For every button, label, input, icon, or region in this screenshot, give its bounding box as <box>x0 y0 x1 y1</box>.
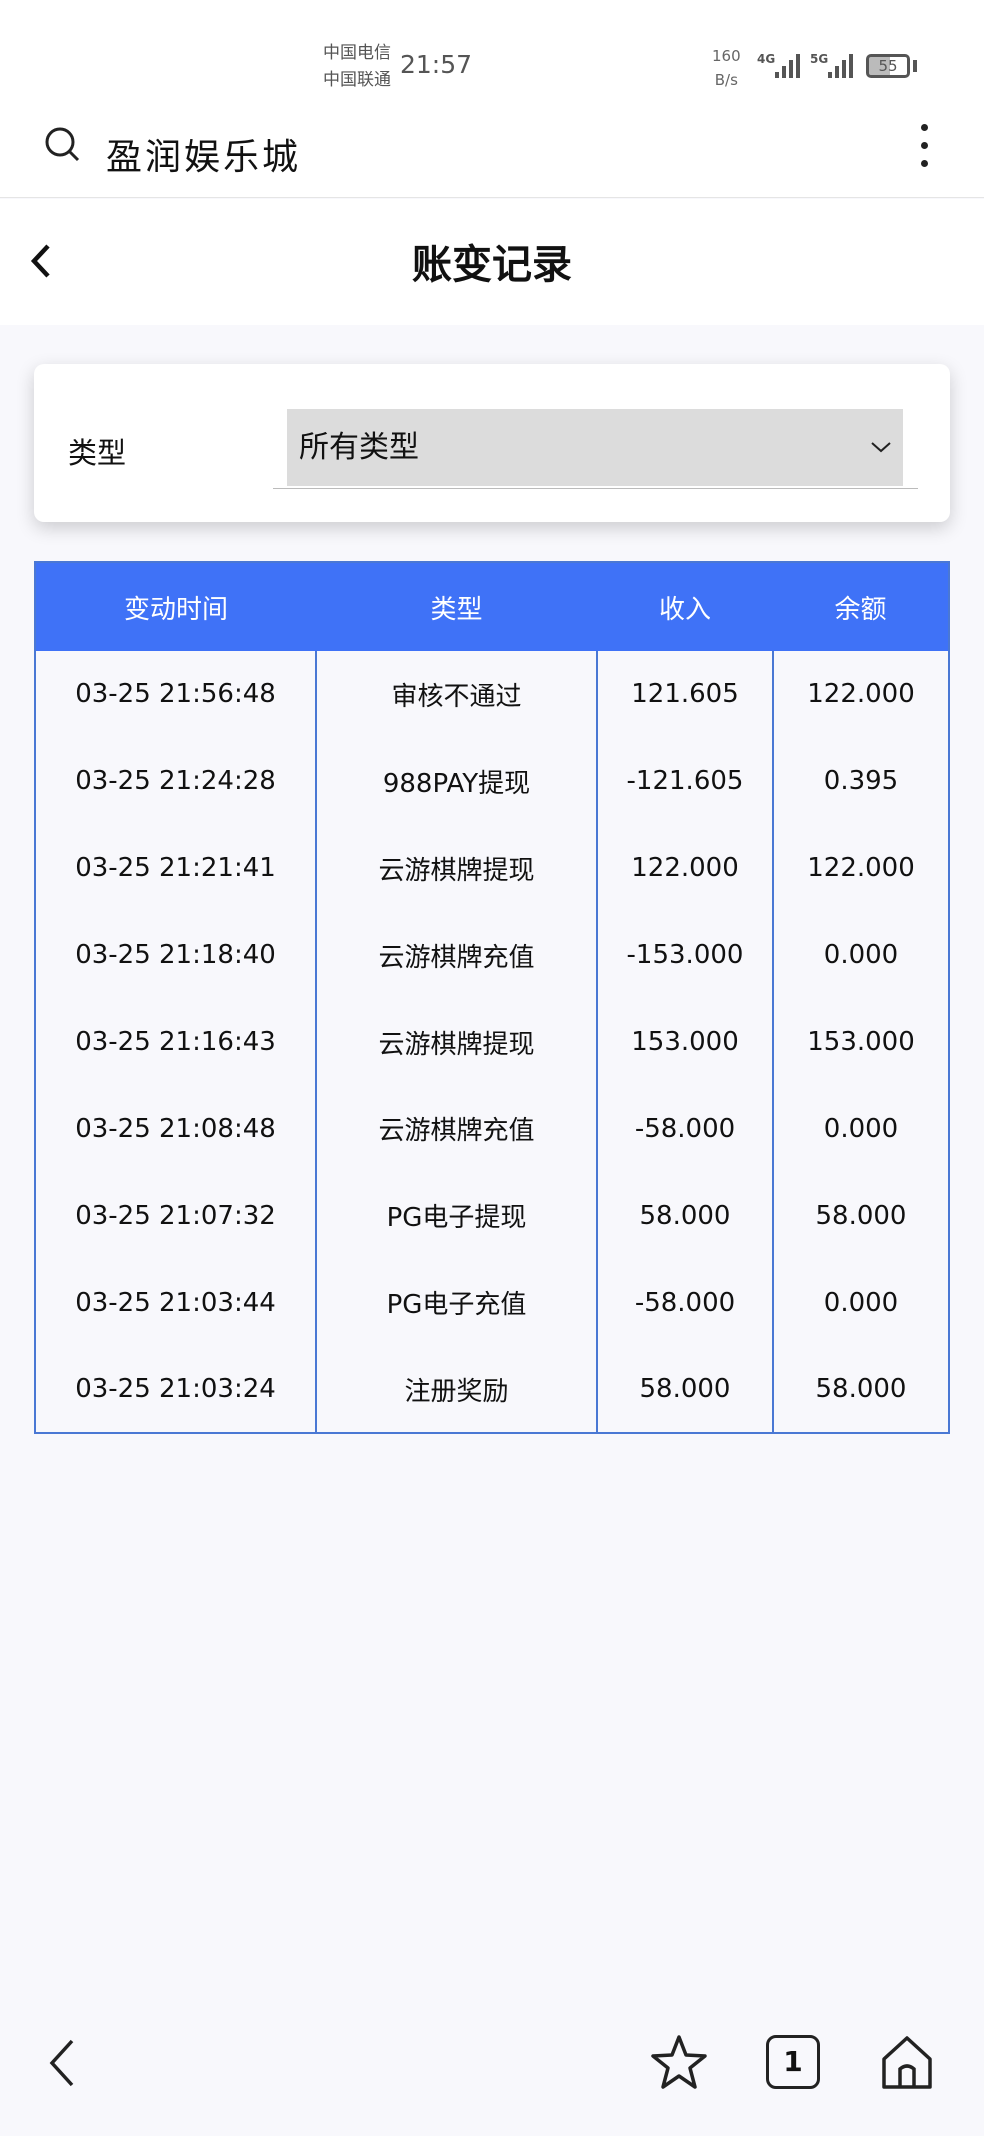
home-icon[interactable] <box>878 2033 936 2093</box>
cell-balance: 0.000 <box>772 911 949 999</box>
col-income: 收入 <box>597 562 773 651</box>
cell-type: PG电子提现 <box>315 1172 597 1260</box>
battery-icon: 55 <box>866 54 910 78</box>
cell-income: -153.000 <box>596 911 773 999</box>
filter-card: 类型 所有类型 <box>34 364 950 522</box>
network-speed: 160 B/s <box>712 44 741 92</box>
cell-time: 03-25 21:16:43 <box>75 1027 276 1057</box>
table-row: 03-25 21:56:48 审核不通过 121.605 122.000 <box>35 651 949 738</box>
type-select[interactable]: 所有类型 <box>287 409 903 486</box>
page-title: 账变记录 <box>412 242 572 288</box>
cell-balance: 0.000 <box>772 1085 949 1173</box>
signal-icon-2 <box>828 52 853 78</box>
transaction-table: 变动时间 类型 收入 余额 03-25 21:56:48 审核不通过 121.605… <box>34 561 950 1435</box>
signal-icon <box>775 52 800 78</box>
battery-tip <box>913 60 917 72</box>
cell-income: -58.000 <box>596 1259 773 1347</box>
cell-time: 03-25 21:18:40 <box>75 940 276 971</box>
speed-unit: B/s <box>714 71 738 89</box>
cell-time: 03-25 21:03:44 <box>75 1287 276 1318</box>
cell-income: 153.000 <box>596 998 773 1086</box>
back-chevron-icon[interactable] <box>20 236 60 286</box>
carriers: 中国电信 中国联通 <box>323 40 391 94</box>
chevron-down-icon <box>871 442 891 453</box>
cell-type: 云游棋牌充值 <box>315 1085 597 1173</box>
cell-time: 03-25 21:56:48 <box>75 679 276 710</box>
cell-balance: 58.000 <box>772 1346 949 1434</box>
cell-income: -121.605 <box>596 737 773 825</box>
col-time: 变动时间 <box>35 562 316 651</box>
type-label: 类型 <box>68 436 127 470</box>
site-title[interactable]: 盈润娱乐城 <box>106 137 302 178</box>
cell-income: 58.000 <box>596 1346 773 1434</box>
cell-time: 03-25 21:21:41 <box>75 853 276 884</box>
carrier-1: 中国电信 <box>323 43 391 63</box>
cell-time: 03-25 21:24:28 <box>75 766 276 797</box>
cell-type: 云游棋牌提现 <box>315 824 597 912</box>
cell-type: PG电子充值 <box>315 1259 597 1347</box>
search-icon[interactable] <box>44 126 80 162</box>
browser-bottom-bar <box>0 2010 984 2136</box>
clock: 21:57 <box>400 50 473 79</box>
table-row: 03-25 21:18:40 云游棋牌充值 -153.000 0.000 <box>35 911 949 999</box>
back-icon[interactable] <box>44 2033 80 2093</box>
col-balance: 余额 <box>773 562 949 651</box>
cell-balance: 0.395 <box>772 737 949 825</box>
net-type-2: 5G <box>810 52 829 66</box>
table-row: 03-25 21:08:48 云游棋牌充值 -58.000 0.000 <box>35 1085 949 1173</box>
net-type-1: 4G <box>757 52 776 66</box>
status-bar: 中国电信中国联通 21:57 160 B/s 4G 5G 55 <box>0 0 984 110</box>
cell-type: 审核不通过 <box>315 651 597 738</box>
table-row: 03-25 21:24:28 988PAY提现 -121.605 0.395 <box>35 737 949 825</box>
cell-time: 03-25 21:07:32 <box>75 1200 276 1231</box>
cell-balance: 153.000 <box>772 998 949 1086</box>
cell-income: 58.000 <box>596 1172 773 1260</box>
cell-balance: 58.000 <box>772 1172 949 1260</box>
type-select-value: 所有类型 <box>299 430 419 465</box>
star-icon[interactable] <box>650 2033 708 2093</box>
cell-type: 云游棋牌充值 <box>315 911 597 999</box>
cell-income: 122.000 <box>596 824 773 912</box>
cell-type: 注册奖励 <box>315 1346 597 1434</box>
cell-type: 988PAY提现 <box>315 737 597 825</box>
table-row: 03-25 21:03:44 PG电子充值 -58.000 0.000 <box>35 1259 949 1347</box>
select-underline <box>273 488 918 489</box>
speed-value: 160 <box>712 47 741 65</box>
more-menu-icon[interactable] <box>916 124 932 172</box>
cell-balance: 122.000 <box>772 824 949 912</box>
table-row: 03-25 21:21:41 云游棋牌提现 122.000 122.000 <box>35 824 949 912</box>
cell-balance: 122.000 <box>772 651 949 738</box>
table-header: 变动时间 类型 收入 余额 <box>35 562 949 651</box>
table-row: 03-25 21:03:24 注册奖励 58.000 58.000 <box>35 1346 949 1434</box>
cell-income: -58.000 <box>596 1085 773 1173</box>
carrier-2: 中国联通 <box>323 70 391 90</box>
cell-income: 121.605 <box>596 651 773 738</box>
page-header <box>0 199 984 325</box>
cell-balance: 0.000 <box>772 1259 949 1347</box>
col-type: 类型 <box>316 562 597 651</box>
table-row: 03-25 21:16:43 云游棋牌提现 153.000 153.000 <box>35 998 949 1086</box>
browser-address-bar[interactable] <box>0 110 984 198</box>
table-row: 03-25 21:07:32 PG电子提现 58.000 58.000 <box>35 1172 949 1260</box>
cell-time: 03-25 21:08:48 <box>75 1113 276 1144</box>
tabs-button[interactable]: 1 <box>766 2035 820 2089</box>
cell-time: 03-25 21:03:24 <box>75 1374 276 1405</box>
cell-type: 云游棋牌提现 <box>315 998 597 1086</box>
